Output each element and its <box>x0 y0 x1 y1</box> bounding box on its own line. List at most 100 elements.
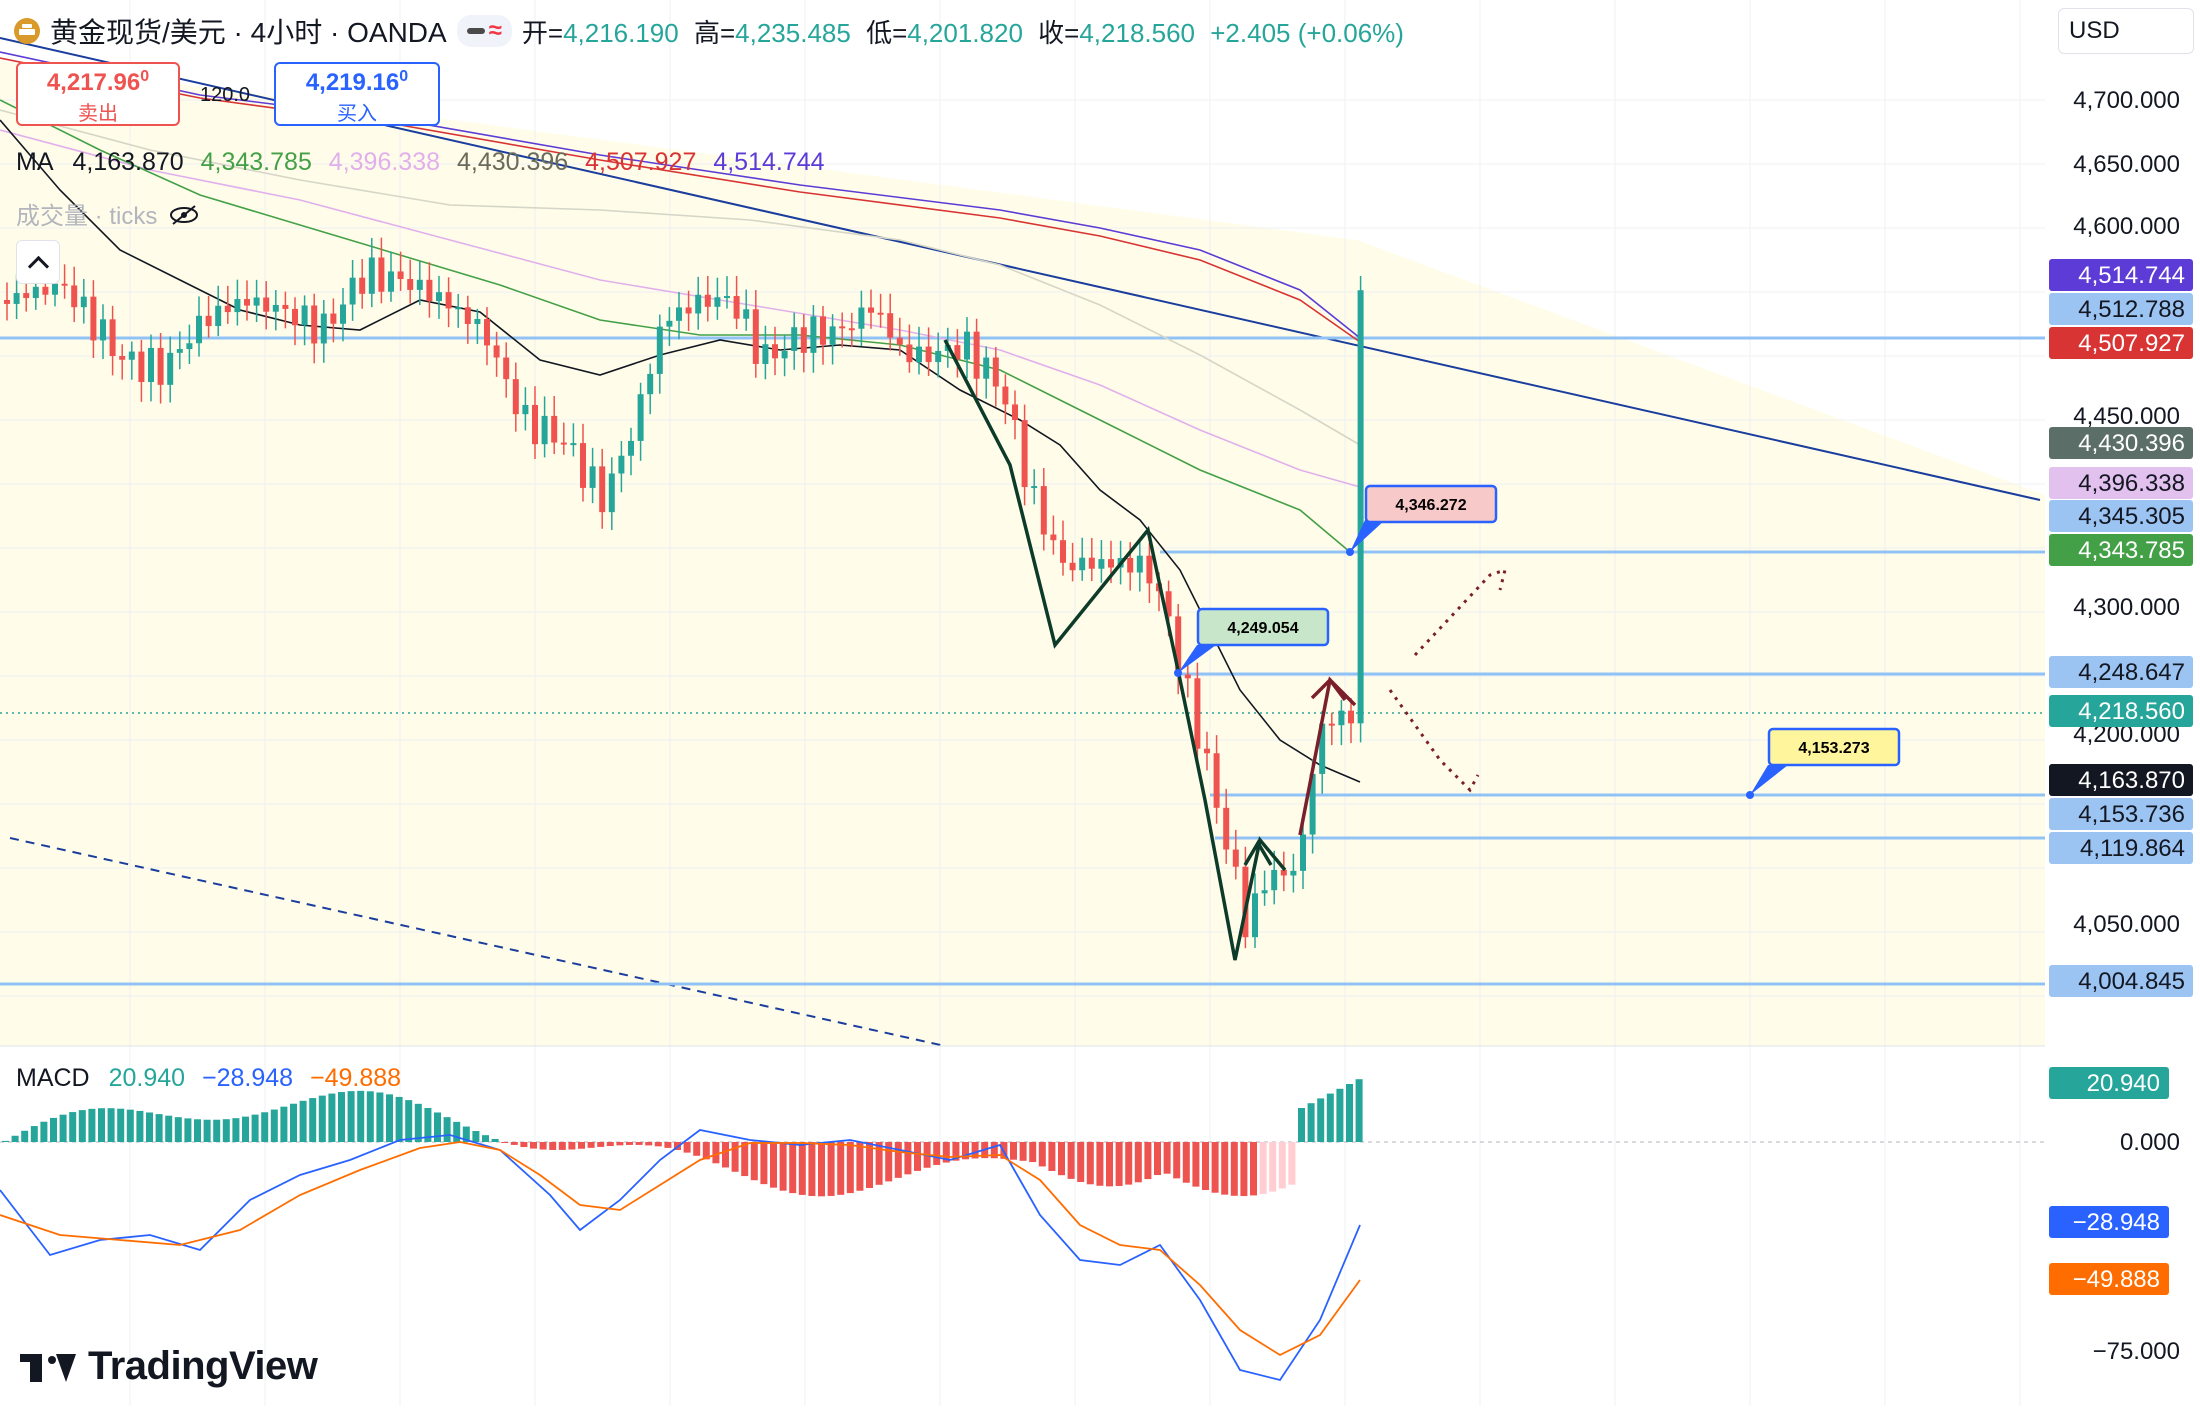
macd-histogram[interactable] <box>2 1079 1363 1197</box>
price-badge: 4,153.736 <box>2049 798 2193 830</box>
macd-bar <box>664 1142 672 1148</box>
macd-bar <box>914 1142 921 1171</box>
candle <box>858 290 865 347</box>
candle <box>522 387 529 431</box>
minus-icon <box>466 28 485 34</box>
candle <box>503 342 510 398</box>
candle <box>493 331 500 377</box>
buy-button[interactable]: 4,219.160 买入 <box>274 62 440 126</box>
tradingview-logo[interactable]: TradingView <box>20 1344 318 1389</box>
ma-2-line <box>0 99 1351 553</box>
candle <box>868 289 874 329</box>
callout-4153[interactable]: 4,153.273 <box>1746 727 1901 799</box>
macd-bar <box>1154 1142 1161 1176</box>
symbol-header: 黄金现货/美元 · 4小时 · OANDA ≈ 开=4,216.190 高=4,… <box>14 10 1404 52</box>
macd-bar <box>942 1142 950 1163</box>
macd-bar <box>722 1142 729 1168</box>
macd-bar <box>875 1142 883 1185</box>
bullish-projection[interactable] <box>1413 567 1508 657</box>
candle <box>733 276 740 330</box>
macd-bar <box>702 1142 710 1160</box>
macd-bar <box>549 1142 557 1150</box>
candle <box>839 312 846 348</box>
candle <box>1040 468 1047 551</box>
candle <box>925 327 932 376</box>
macd-bar <box>232 1118 240 1142</box>
price-badge: 4,507.927 <box>2049 327 2193 359</box>
candle <box>656 314 663 394</box>
macd-legend[interactable]: MACD 20.940 −28.948 −49.888 <box>16 1064 401 1093</box>
macd-bar <box>88 1108 96 1142</box>
candle <box>800 314 807 373</box>
close-value: 4,218.560 <box>1079 17 1196 48</box>
candle <box>292 297 298 346</box>
price-badge-label: 4,512.788 <box>2078 296 2185 323</box>
macd-badge-label: 20.940 <box>2087 1070 2160 1097</box>
macd-badge: −28.948 <box>2049 1206 2169 1238</box>
macd-bar <box>1269 1142 1277 1192</box>
horizontal-levels[interactable] <box>0 336 2045 986</box>
macd-bar <box>290 1103 297 1142</box>
candle <box>311 293 318 364</box>
sell-button[interactable]: 4,217.960 卖出 <box>16 62 180 126</box>
tradingview-wordmark: TradingView <box>88 1344 318 1388</box>
callout-4346[interactable]: 4,346.272 <box>1346 484 1498 556</box>
macd-bar <box>616 1142 624 1146</box>
macd-bar <box>1211 1142 1219 1193</box>
macd-bar <box>1346 1084 1353 1142</box>
macd-bar <box>856 1142 864 1191</box>
macd-bar <box>30 1126 38 1142</box>
macd-bar <box>760 1142 768 1185</box>
candle <box>330 298 337 343</box>
macd-bar <box>59 1114 67 1142</box>
callout-4249[interactable]: 4,249.054 <box>1174 607 1330 677</box>
market-status-pill[interactable]: ≈ <box>456 15 512 47</box>
macd-badge: −49.888 <box>2049 1263 2169 1295</box>
candlesticks[interactable] <box>4 237 1364 949</box>
candle <box>724 276 730 309</box>
candle <box>820 305 826 365</box>
spread-value: 120.0 <box>200 84 251 106</box>
candle <box>455 294 462 328</box>
macd-bar <box>1298 1108 1305 1142</box>
price-tick-label: 4,600.000 <box>2073 213 2180 240</box>
candle <box>704 275 711 322</box>
price-badge: 4,218.560 <box>2049 695 2193 727</box>
currency-selector[interactable]: USD <box>2058 8 2194 54</box>
macd-bar <box>818 1142 825 1197</box>
candle <box>340 288 346 342</box>
bearish-projection[interactable] <box>1388 689 1480 793</box>
price-badge: 4,430.396 <box>2049 427 2193 459</box>
macd-bar <box>357 1090 365 1142</box>
macd-bar <box>539 1142 547 1150</box>
macd-bar <box>1048 1142 1056 1171</box>
candle <box>244 280 250 321</box>
macd-bar <box>1077 1142 1085 1182</box>
candle <box>80 278 87 324</box>
collapse-button[interactable] <box>16 240 60 284</box>
macd-bar <box>126 1109 134 1142</box>
macd-bar <box>98 1108 105 1142</box>
macd-hist-value: 20.940 <box>108 1064 186 1092</box>
macd-bar <box>866 1142 873 1188</box>
symbol-title[interactable]: 黄金现货/美元 · 4小时 · OANDA <box>50 17 447 48</box>
eye-hidden-icon[interactable] <box>169 204 199 225</box>
macd-bar <box>1221 1142 1229 1195</box>
candle <box>743 289 750 331</box>
macd-bar <box>904 1142 912 1175</box>
price-tick-label: 4,650.000 <box>2073 151 2180 178</box>
candle <box>512 362 519 432</box>
macd-bar <box>1307 1103 1315 1142</box>
volume-legend[interactable]: 成交量 · ticks <box>16 196 199 231</box>
macd-badge: 20.940 <box>2049 1067 2169 1099</box>
candle <box>964 317 970 379</box>
macd-bar <box>568 1142 576 1150</box>
candle <box>100 304 106 360</box>
up-arrow-head <box>1243 839 1273 866</box>
ma-legend[interactable]: MA 4,163.870 4,343.785 4,396.338 4,430.3… <box>16 148 825 177</box>
candle <box>186 324 193 365</box>
candle <box>436 275 442 319</box>
price-badge-label: 4,507.927 <box>2078 330 2185 357</box>
